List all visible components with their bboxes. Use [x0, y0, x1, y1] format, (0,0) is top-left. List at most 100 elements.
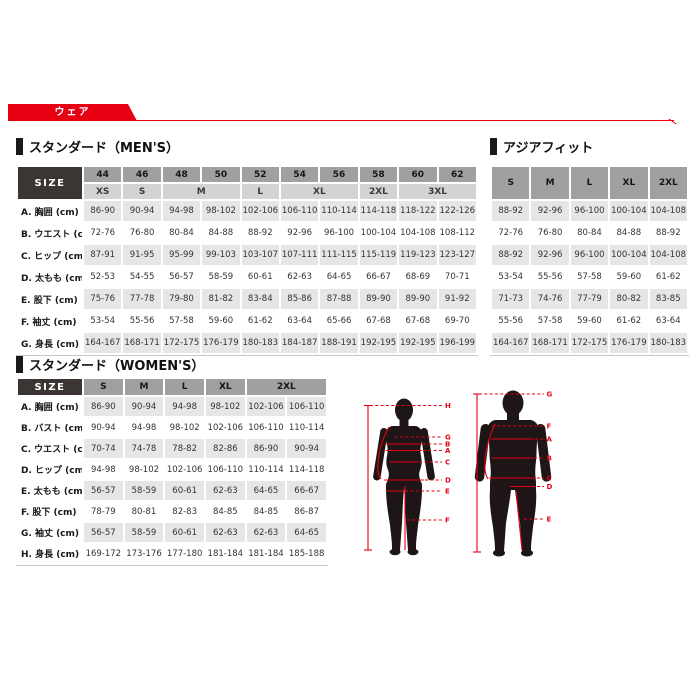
row-label: D. 太もも (cm) [18, 267, 82, 287]
letter-size-header: M [124, 379, 164, 395]
value-cell: 96-100 [570, 245, 609, 265]
value-cell: 98-102 [165, 418, 204, 437]
value-cell: 77-78 [123, 289, 161, 309]
row-label: F. 袖丈 (cm) [18, 311, 82, 331]
value-cell: 70-71 [438, 267, 476, 287]
value-cell: 55-56 [492, 311, 530, 331]
value-cell: 106-110 [287, 397, 326, 416]
size-corner-header: SIZE [18, 167, 82, 199]
value-cell: 94-98 [165, 397, 204, 416]
value-cell: 81-82 [202, 289, 240, 309]
letter-size-header: M [531, 167, 569, 199]
value-cell: 63-64 [649, 311, 687, 331]
value-cell: 82-83 [165, 502, 204, 521]
value-cell: 84-85 [205, 502, 245, 521]
value-cell: 92-96 [531, 245, 569, 265]
row-label: E. 太もも (cm) [18, 481, 82, 500]
women-label-G: G [445, 434, 451, 442]
table-row: G. 袖丈 (cm) 56-57 58-59 60-61 62-63 62-63 64-65 [18, 523, 326, 542]
value-cell: 72-76 [492, 223, 530, 243]
value-cell: 123-127 [438, 245, 476, 265]
numeric-size-header: 44 [84, 167, 122, 182]
value-cell: 64-65 [320, 267, 358, 287]
value-cell: 91-92 [438, 289, 476, 309]
numeric-size-header: 54 [280, 167, 319, 182]
value-cell: 107-111 [280, 245, 319, 265]
value-cell: 110-114 [246, 460, 286, 479]
letter-size-header: XL [205, 379, 245, 395]
value-cell: 58-59 [202, 267, 240, 287]
value-cell: 100-104 [359, 223, 398, 243]
letter-size-header: M [162, 184, 240, 199]
value-cell: 90-94 [124, 397, 164, 416]
value-cell: 80-84 [162, 223, 201, 243]
value-cell: 168-171 [123, 333, 161, 353]
value-cell: 172-175 [570, 333, 609, 353]
table-row: B. バスト (cm) 90-94 94-98 98-102 102-106 106-11… [18, 418, 326, 437]
value-cell: 185-188 [287, 544, 326, 563]
value-cell: 57-58 [162, 311, 201, 331]
table-row: B. ウエスト (cm)72-7676-8080-8484-8888-9292-… [18, 223, 476, 243]
row-label: B. ウエスト (cm) [18, 223, 82, 243]
value-cell: 80-81 [124, 502, 164, 521]
value-cell: 100-104 [610, 245, 648, 265]
value-cell: 86-90 [246, 439, 286, 458]
value-cell: 76-80 [123, 223, 161, 243]
mens-size-table: SIZE 44 46 48 50 52 54 56 58 60 62 XS S M L XL 2XL 3XL A. … [16, 165, 478, 356]
letter-size-header: L [570, 167, 609, 199]
value-cell: 88-92 [492, 201, 530, 221]
wear-category-label: ウェア [54, 107, 91, 118]
value-cell: 74-78 [124, 439, 164, 458]
table-row: 53-54 55-56 57-58 59-60 61-62 [492, 267, 687, 287]
value-cell: 188-191 [320, 333, 358, 353]
women-figure [373, 398, 435, 556]
value-cell: 66-67 [287, 481, 326, 500]
table-row: F. 袖丈 (cm) 53-54 55-56 57-58 59-60 61-62 63-64… [18, 311, 476, 331]
value-cell: 196-199 [438, 333, 476, 353]
row-label: A. 胸囲 (cm) [18, 397, 82, 416]
value-cell: 95-99 [162, 245, 201, 265]
value-cell: 77-79 [570, 289, 609, 309]
value-cell: 56-57 [162, 267, 201, 287]
value-cell: 53-54 [84, 311, 122, 331]
men-label-B: B [547, 455, 552, 463]
value-cell: 61-62 [649, 267, 687, 287]
value-cell: 82-86 [205, 439, 245, 458]
value-cell: 55-56 [123, 311, 161, 331]
value-cell: 94-98 [162, 201, 201, 221]
table-row: 164-167 168-171 172-175 176-179 180-183 [492, 333, 687, 353]
table-row: 88-92 92-96 96-100 100-104 104-108 [492, 201, 687, 221]
row-label: C. ウエスト (cm) [18, 439, 82, 458]
numeric-size-header: 60 [399, 167, 437, 182]
value-cell: 67-68 [399, 311, 437, 331]
value-cell: 102-106 [205, 418, 245, 437]
row-label: G. 袖丈 (cm) [18, 523, 82, 542]
value-cell: 104-108 [649, 201, 687, 221]
value-cell: 84-88 [202, 223, 240, 243]
value-cell: 100-104 [610, 201, 648, 221]
women-label-D: D [445, 477, 451, 485]
value-cell: 173-176 [124, 544, 164, 563]
table-row: E. 太もも (cm) 56-57 58-59 60-61 62-63 64-65 66-6… [18, 481, 326, 500]
value-cell: 164-167 [492, 333, 530, 353]
numeric-size-header: 46 [123, 167, 161, 182]
value-cell: 62-63 [205, 523, 245, 542]
value-cell: 176-179 [202, 333, 240, 353]
value-cell: 169-172 [84, 544, 123, 563]
value-cell: 94-98 [124, 418, 164, 437]
asia-fit-section-heading: アジアフィット [490, 137, 593, 156]
value-cell: 84-88 [610, 223, 648, 243]
value-cell: 63-64 [280, 311, 319, 331]
numeric-size-header: 52 [241, 167, 279, 182]
value-cell: 76-80 [531, 223, 569, 243]
value-cell: 59-60 [202, 311, 240, 331]
table-row: D. 太もも (cm) 52-53 54-55 56-57 58-59 60-61 62-6… [18, 267, 476, 287]
value-cell: 64-65 [246, 481, 286, 500]
value-cell: 102-106 [246, 397, 286, 416]
numeric-size-header: 56 [320, 167, 358, 182]
value-cell: 83-85 [649, 289, 687, 309]
letter-size-row: SIZE S M L XL 2XL [18, 379, 326, 395]
womens-section-heading: スタンダード（WOMEN'S） [16, 355, 204, 374]
value-cell: 118-122 [399, 201, 437, 221]
table-row: C. ヒップ (cm) 87-91 91-95 95-99 99-103 103-107 1… [18, 245, 476, 265]
